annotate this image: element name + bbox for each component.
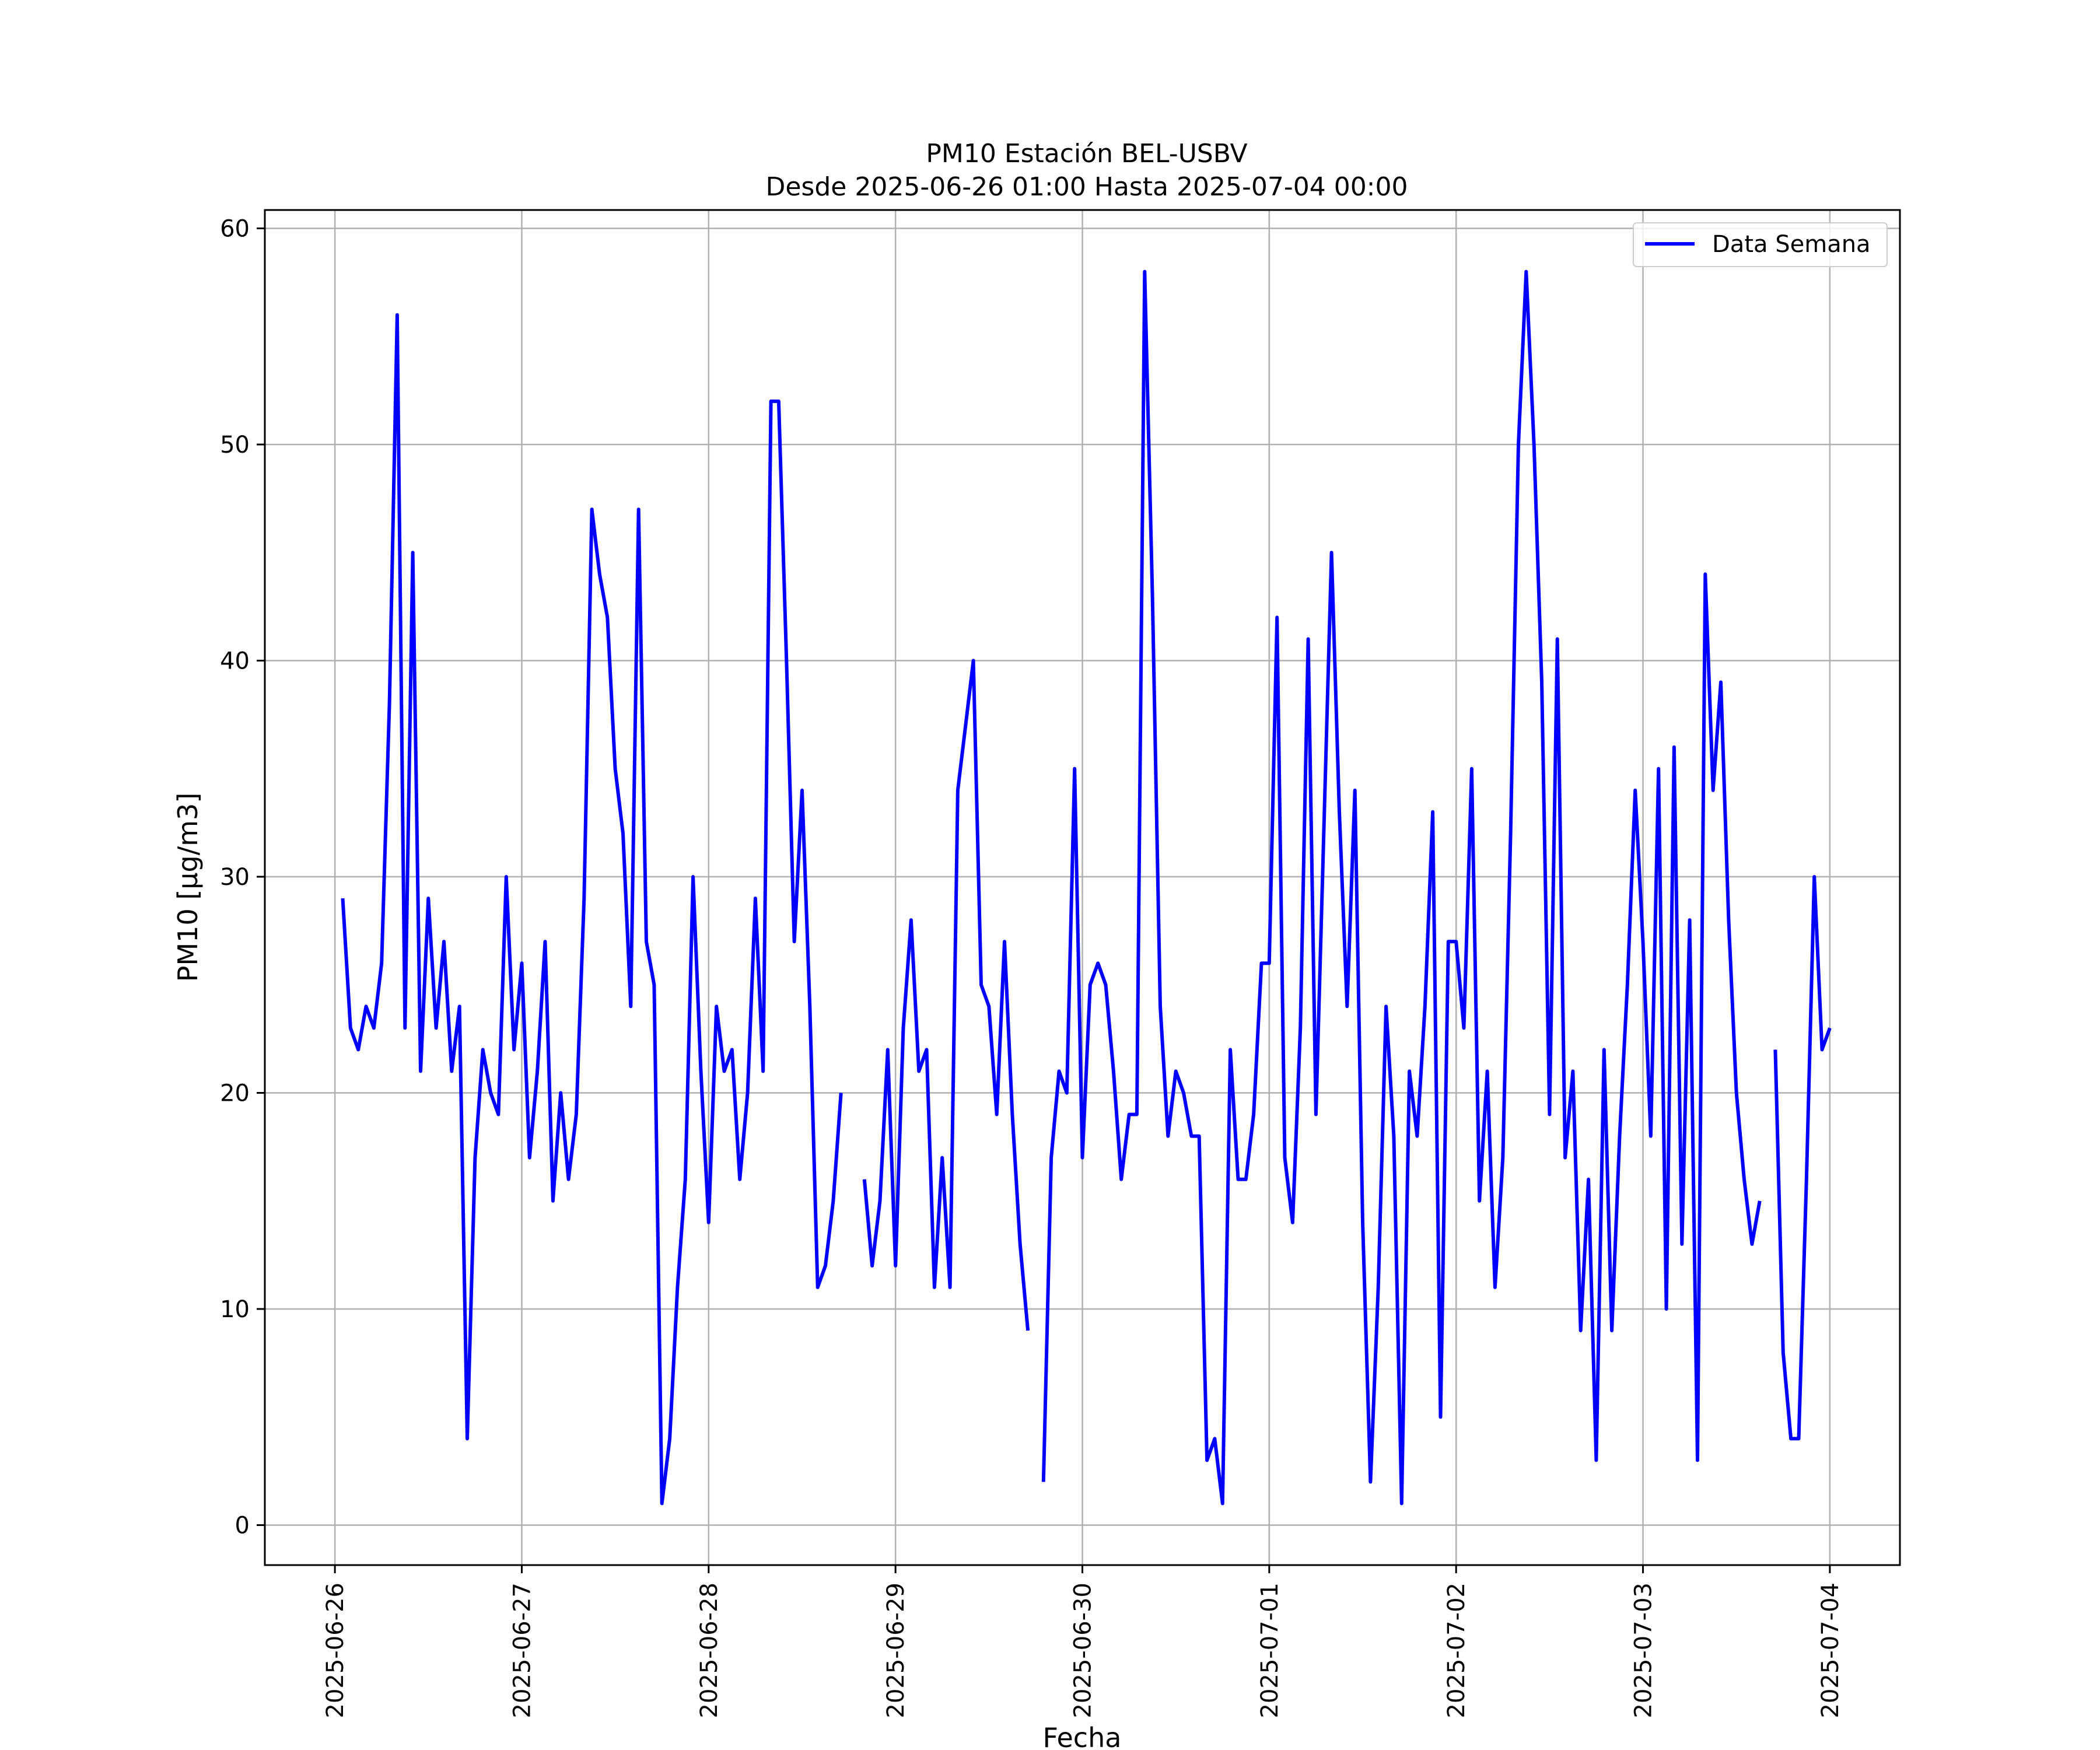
series-line: [1041, 270, 1762, 1506]
series-line: [1773, 875, 1832, 1441]
plot-lines: [341, 270, 1832, 1506]
x-tick-label: 2025-07-01: [1256, 1583, 1283, 1718]
x-tick-label: 2025-06-29: [883, 1583, 909, 1718]
y-tick-label: 40: [220, 648, 250, 674]
x-tick-label: 2025-07-02: [1443, 1583, 1470, 1718]
y-tick-label: 50: [220, 432, 250, 459]
y-tick-label: 10: [220, 1296, 250, 1323]
axes-frame: [264, 209, 1901, 1566]
legend: Data Semana: [1633, 222, 1888, 267]
grid: [265, 210, 1900, 1565]
y-tick-label: 30: [220, 864, 250, 891]
chart-subtitle: Desde 2025-06-26 01:00 Hasta 2025-07-04 …: [765, 172, 1408, 202]
series-line: [341, 313, 843, 1506]
chart-title: PM10 Estación BEL-USBV: [926, 139, 1247, 169]
y-tick-label: 0: [235, 1512, 250, 1539]
x-tick-label: 2025-06-27: [509, 1583, 536, 1718]
legend-label: Data Semana: [1712, 231, 1871, 258]
y-tick-label: 60: [220, 215, 250, 242]
x-axis-label: Fecha: [1043, 1722, 1122, 1750]
x-tick-label: 2025-06-26: [322, 1583, 349, 1718]
x-tick-label: 2025-06-28: [696, 1583, 723, 1718]
y-tick-label: 20: [220, 1080, 250, 1107]
legend-box: [1633, 222, 1888, 267]
x-tick-label: 2025-06-30: [1070, 1583, 1097, 1718]
series-line: [862, 659, 1030, 1331]
y-axis-label: PM10 [μg/m3]: [172, 793, 204, 982]
y-axis-ticks: 0 10 20 30 40 50 60: [220, 215, 265, 1539]
x-tick-label: 2025-07-03: [1630, 1583, 1657, 1718]
x-tick-label: 2025-07-04: [1817, 1583, 1844, 1718]
x-axis-ticks: 2025-06-26 2025-06-27 2025-06-28 2025-06-29…: [322, 1565, 1844, 1718]
